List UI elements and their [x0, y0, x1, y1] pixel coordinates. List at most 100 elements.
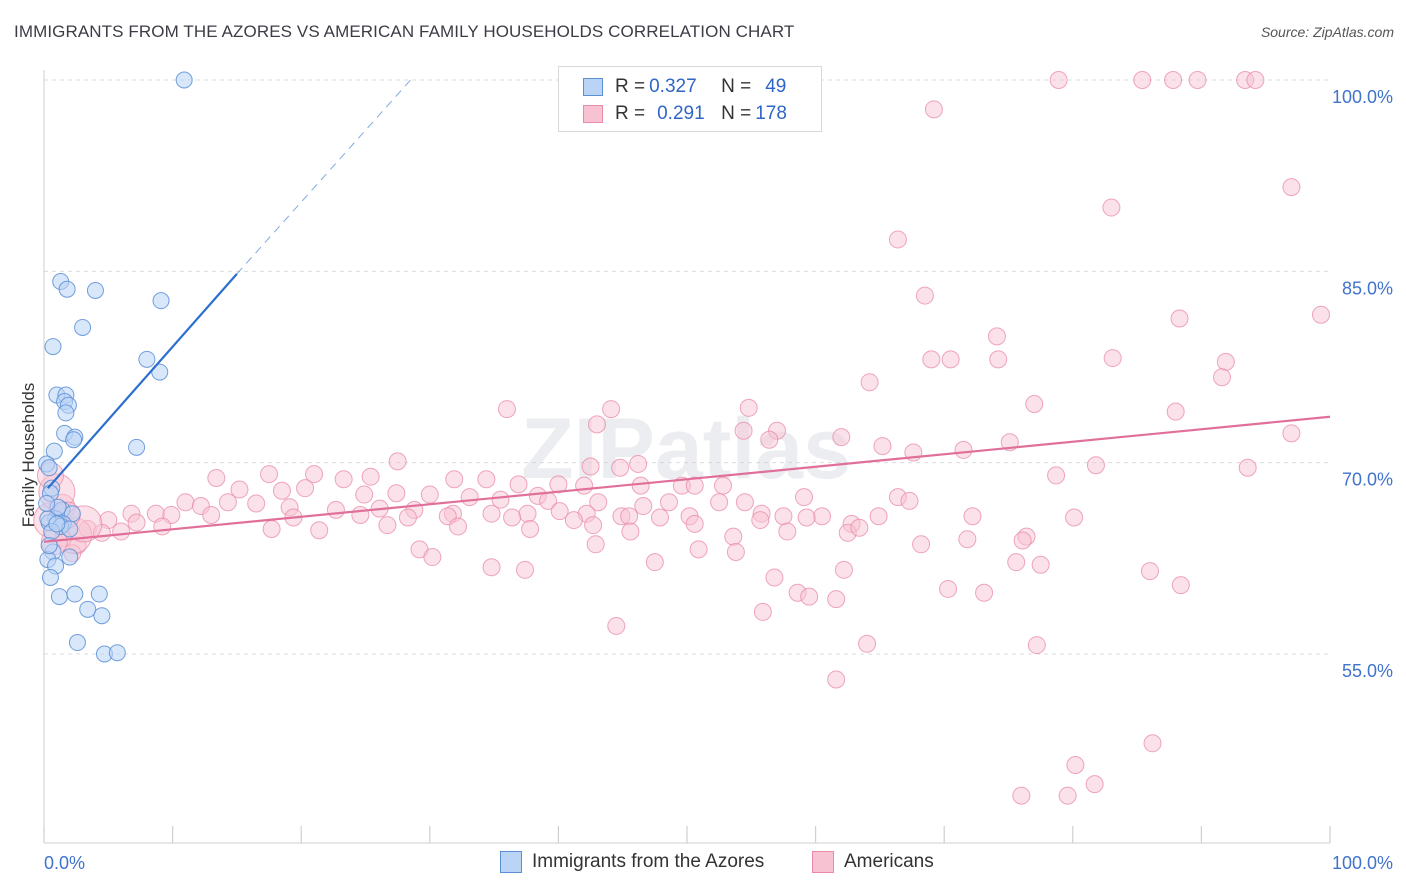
data-point-americans	[726, 542, 745, 561]
data-point-americans	[987, 327, 1006, 346]
data-point-americans	[989, 350, 1008, 369]
data-point-americans	[1140, 562, 1159, 581]
data-point-americans	[1065, 508, 1084, 527]
data-point-americans	[127, 513, 146, 532]
data-point-americans	[518, 504, 537, 523]
data-point-americans	[1170, 309, 1189, 328]
data-point-americans	[827, 590, 846, 609]
data-point-azores	[41, 568, 59, 586]
data-point-azores	[86, 281, 104, 299]
trend-line-azores	[47, 273, 238, 489]
data-point-azores	[45, 442, 63, 460]
data-point-americans	[710, 493, 729, 512]
trend-lines	[43, 79, 1331, 543]
data-point-americans	[774, 507, 793, 526]
legend-n-value: 49	[765, 76, 787, 97]
data-point-americans	[621, 522, 640, 541]
y-tick-labels: 55.0% 70.0% 85.0% 100.0%	[1332, 87, 1393, 681]
bottom-legend-azores: Immigrants from the Azores	[500, 851, 764, 873]
data-point-americans	[645, 553, 664, 572]
legend-r-label: R =	[615, 76, 646, 97]
data-point-americans	[832, 428, 851, 447]
data-point-americans	[515, 560, 534, 579]
data-point-americans	[1086, 456, 1105, 475]
data-point-americans	[734, 421, 753, 440]
data-point-azores	[48, 515, 66, 533]
chart-title: IMMIGRANTS FROM THE AZORES VS AMERICAN F…	[14, 22, 795, 41]
x-tick-label-end: 100.0%	[1332, 853, 1393, 873]
data-point-americans	[751, 511, 770, 530]
data-point-americans	[575, 476, 594, 495]
data-point-americans	[1212, 368, 1231, 387]
data-point-americans	[765, 568, 784, 587]
data-point-americans	[659, 493, 678, 512]
bottom-legend-label-azores: Immigrants from the Azores	[532, 851, 765, 872]
data-point-americans	[602, 400, 621, 419]
data-point-americans	[850, 518, 869, 537]
data-point-americans	[1047, 466, 1066, 485]
data-point-americans	[1049, 71, 1068, 89]
legend-n-value: 178	[755, 103, 787, 124]
data-point-americans	[797, 508, 816, 527]
data-point-azores	[65, 431, 83, 449]
data-point-azores	[108, 644, 126, 662]
data-point-americans	[689, 540, 708, 559]
data-point-americans	[1031, 555, 1050, 574]
data-point-americans	[834, 560, 853, 579]
data-point-americans	[924, 100, 943, 119]
data-point-azores	[40, 459, 58, 477]
data-point-americans	[1058, 786, 1077, 805]
data-point-americans	[954, 440, 973, 459]
data-point-americans	[509, 475, 528, 494]
data-point-americans	[735, 493, 754, 512]
data-point-americans	[1282, 178, 1301, 197]
data-point-americans	[873, 437, 892, 456]
data-point-americans	[629, 454, 648, 473]
data-point-americans	[714, 476, 733, 495]
data-point-americans	[1143, 734, 1162, 753]
data-point-americans	[634, 497, 653, 516]
x-tick-labels: 0.0% 100.0%	[44, 853, 1393, 873]
data-point-azores	[74, 318, 92, 336]
data-point-americans	[958, 530, 977, 549]
data-point-americans	[230, 480, 249, 499]
data-point-americans	[310, 521, 329, 540]
data-point-americans	[800, 587, 819, 606]
data-point-americans	[584, 516, 603, 535]
legend-r-label: R =	[615, 103, 646, 124]
data-point-americans	[589, 493, 608, 512]
data-point-americans	[915, 286, 934, 305]
data-point-americans	[753, 602, 772, 621]
data-point-americans	[202, 505, 221, 524]
bottom-legend-swatch-americans	[812, 851, 834, 873]
bottom-legend-americans: Americans	[812, 851, 934, 873]
legend-swatch-azores	[583, 78, 603, 96]
data-point-americans	[153, 517, 172, 536]
data-point-americans	[423, 548, 442, 567]
data-point-americans	[941, 350, 960, 369]
data-point-azores	[152, 292, 170, 310]
y-tick-label: 55.0%	[1342, 661, 1393, 681]
data-point-americans	[176, 493, 195, 512]
data-point-americans	[1166, 402, 1185, 421]
data-point-americans	[795, 488, 814, 507]
data-point-americans	[564, 511, 583, 530]
data-point-americans	[1282, 424, 1301, 443]
data-point-americans	[1188, 71, 1207, 89]
data-point-americans	[1102, 198, 1121, 217]
data-point-americans	[1013, 531, 1032, 550]
data-point-americans	[378, 516, 397, 535]
data-point-americans	[1085, 775, 1104, 794]
legend-r-value: 0.327	[649, 76, 697, 97]
data-point-americans	[975, 583, 994, 602]
data-point-americans	[1066, 755, 1085, 774]
data-point-americans	[860, 373, 879, 392]
bottom-legend-swatch-azores	[500, 851, 522, 873]
legend-swatch-americans	[583, 105, 603, 123]
trend-line-americans	[43, 415, 1331, 543]
data-point-americans	[1027, 636, 1046, 655]
data-point-americans	[361, 467, 380, 486]
data-point-americans	[922, 350, 941, 369]
data-point-americans	[1311, 305, 1330, 324]
